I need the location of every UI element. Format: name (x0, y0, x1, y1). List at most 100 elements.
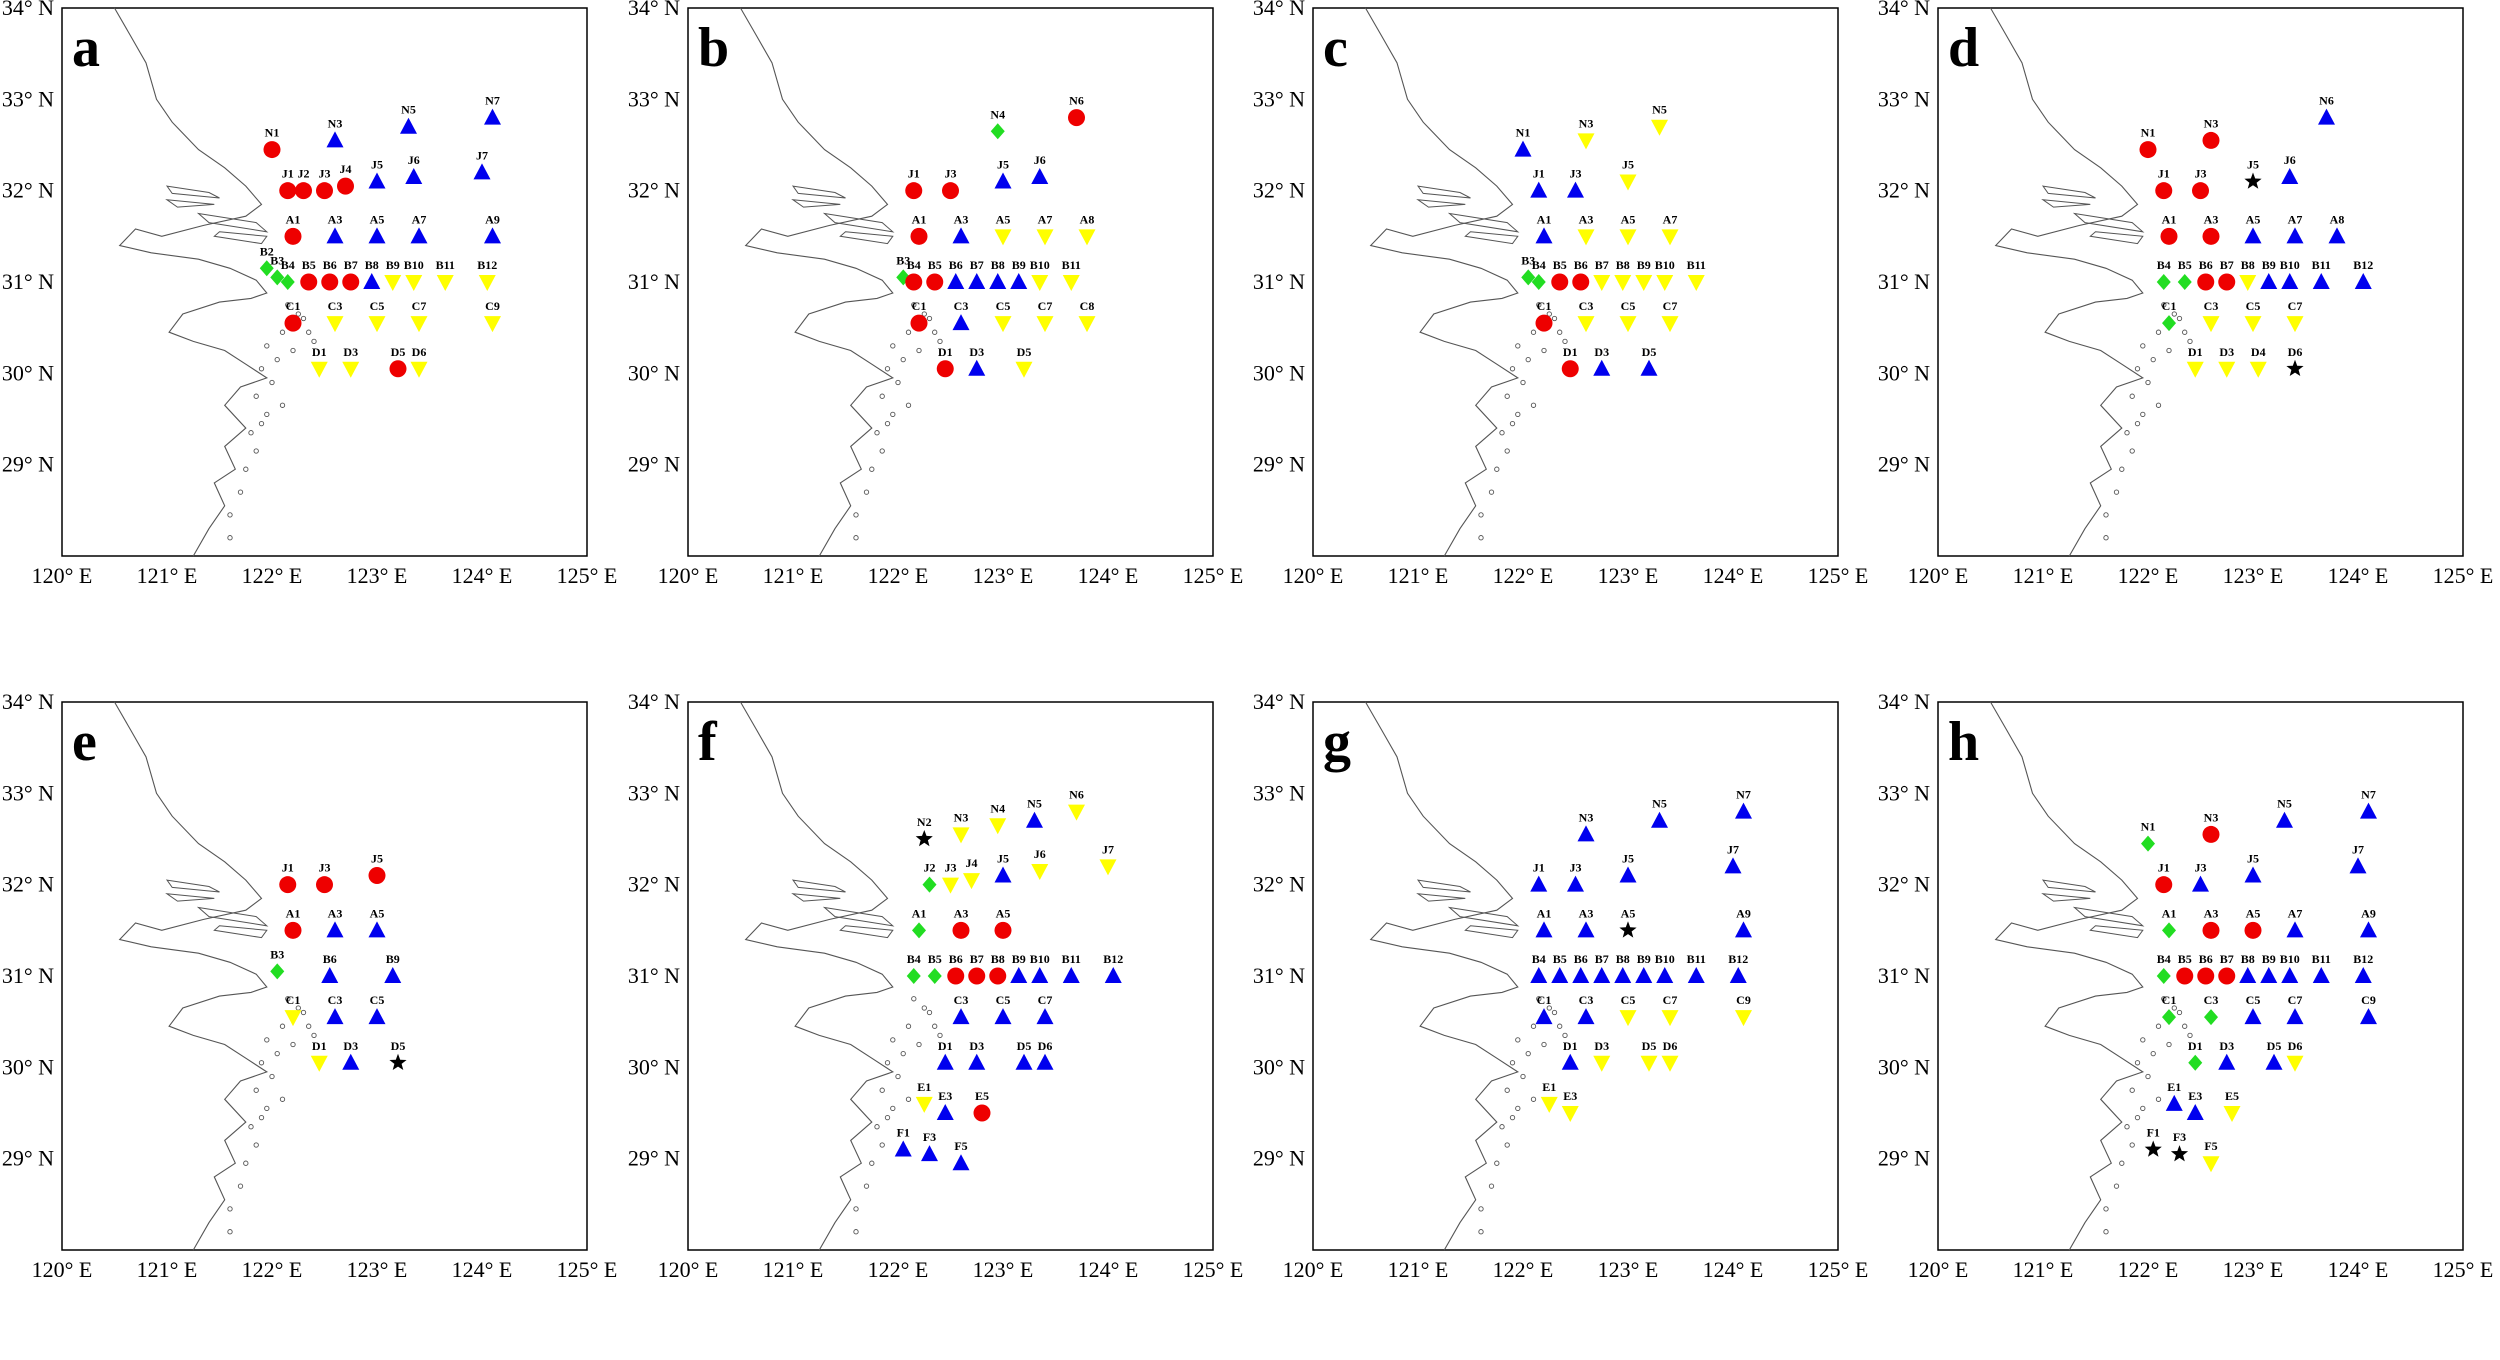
station-marker (368, 1008, 386, 1025)
coastal-island (2155, 1023, 2162, 1029)
station-label: J1 (908, 167, 920, 181)
latitude-label: 34° N (1253, 689, 1305, 714)
river-island (791, 185, 846, 199)
station-marker (2360, 921, 2377, 938)
longitude-label: 125° E (557, 1257, 618, 1282)
longitude-label: 124° E (1078, 1257, 1139, 1282)
coastal-island (248, 1124, 254, 1130)
panel-b: 34° N 33° N 32° N 31° N 30° N 29° N 120° E 121°… (628, 0, 1244, 588)
station-label: C5 (996, 299, 1011, 313)
station-label: B10 (1655, 258, 1675, 272)
station-label: B5 (928, 258, 942, 272)
coastal-island (895, 379, 901, 386)
station-marker (2155, 182, 2173, 200)
coastal-island (921, 311, 927, 317)
river-island (1447, 906, 1520, 927)
river-island (822, 212, 895, 233)
station-marker (905, 182, 923, 200)
longitude-label: 120° E (1283, 1257, 1344, 1282)
station-label: E3 (938, 1089, 952, 1103)
station-marker (2204, 1009, 2218, 1026)
latitude-label: 30° N (1253, 1054, 1305, 1079)
station-label: B6 (2199, 258, 2213, 272)
station-label: J7 (1727, 842, 1739, 856)
coastal-island (2140, 1037, 2146, 1043)
station-marker (284, 1010, 302, 1027)
station-marker (2276, 811, 2293, 828)
coastal-island (2119, 1160, 2125, 1166)
coastal-island (279, 402, 286, 408)
station-marker (2186, 361, 2204, 378)
station-label: C1 (1537, 993, 1552, 1007)
latitude-label: 29° N (2, 1146, 54, 1171)
station-marker (1535, 227, 1553, 244)
station-label: B6 (1574, 258, 1588, 272)
station-marker (1531, 274, 1546, 290)
station-marker (2239, 967, 2257, 983)
latitude-label: 33° N (628, 780, 680, 805)
station-marker (2244, 921, 2262, 939)
station-marker (2312, 273, 2330, 289)
latitude-label: 30° N (1253, 360, 1305, 385)
station-label: E1 (917, 1080, 931, 1094)
coastal-island (916, 347, 922, 354)
coastal-island (306, 329, 312, 335)
station-label: D3 (1594, 345, 1609, 359)
coastal-island (1525, 356, 1531, 363)
station-label: D3 (2219, 1039, 2234, 1053)
coastal-island (243, 466, 249, 472)
station-label: C1 (286, 299, 301, 313)
station-marker (1735, 1010, 1752, 1027)
station-label: A1 (2162, 906, 2177, 920)
panel-label: b (698, 17, 729, 79)
station-label: D1 (2188, 1039, 2203, 1053)
river-island (165, 879, 220, 893)
coastal-island (905, 1023, 912, 1029)
longitude-label: 121° E (1388, 1257, 1449, 1282)
station-marker (936, 1053, 954, 1070)
station-label: B8 (991, 258, 1005, 272)
coastal-island (264, 411, 270, 418)
station-label: B7 (2220, 258, 2234, 272)
station-marker (2312, 967, 2330, 983)
station-marker (2244, 227, 2262, 244)
coastline (1365, 701, 1520, 1251)
coastal-island (874, 430, 880, 436)
longitude-label: 120° E (1283, 563, 1344, 588)
station-marker (326, 131, 344, 148)
station-marker (963, 873, 980, 890)
station-marker (342, 1053, 360, 1070)
station-label: N1 (1516, 126, 1531, 140)
coastal-island (1541, 347, 1547, 354)
station-label: B8 (2241, 952, 2255, 966)
station-label: D1 (938, 1039, 953, 1053)
station-label: C3 (328, 993, 343, 1007)
latitude-label: 33° N (2, 86, 54, 111)
coastal-island (253, 393, 259, 399)
station-marker (1577, 229, 1595, 246)
station-marker (1567, 875, 1584, 892)
coastal-island (853, 512, 859, 518)
panel-label: c (1323, 17, 1348, 79)
station-label: B4 (2157, 258, 2171, 272)
station-marker (2192, 875, 2209, 892)
coastal-island (869, 466, 875, 472)
latitude-label: 34° N (628, 689, 680, 714)
coastal-island (1504, 1087, 1510, 1093)
longitude-label: 122° E (1493, 563, 1554, 588)
station-marker (410, 361, 428, 378)
station-marker (1530, 967, 1548, 983)
coastal-island (227, 1206, 233, 1212)
coastal-island (1478, 535, 1484, 541)
coastal-island (1478, 1206, 1484, 1212)
station-label: B8 (365, 258, 379, 272)
station-marker (321, 273, 339, 291)
station-marker (389, 1053, 407, 1070)
station-marker (952, 827, 970, 844)
station-label: N7 (485, 94, 500, 108)
station-marker (2162, 1009, 2176, 1026)
station-marker (363, 273, 381, 289)
station-marker (2192, 182, 2209, 200)
river-island (2041, 185, 2096, 199)
station-label: A5 (996, 212, 1011, 226)
